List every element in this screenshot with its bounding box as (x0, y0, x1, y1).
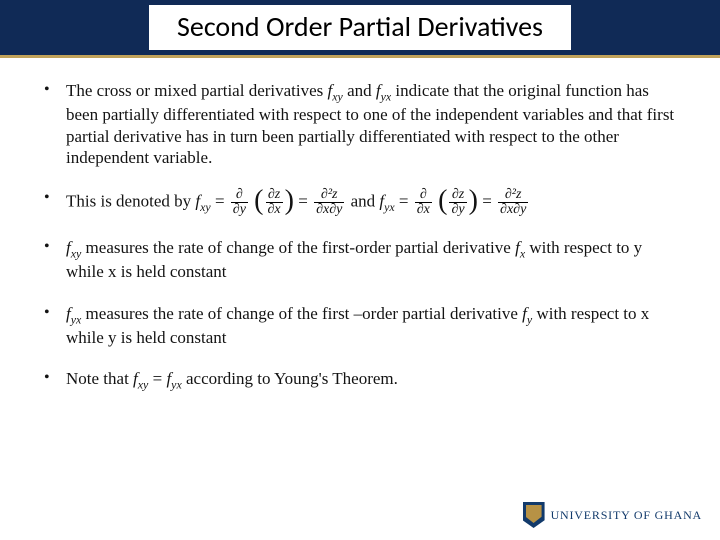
bullet-4: fyx measures the rate of change of the f… (44, 303, 676, 349)
bullet-1: The cross or mixed partial derivatives f… (44, 80, 676, 168)
b3-fxy-sub: xy (71, 246, 82, 260)
bullet-5: Note that fxy = fyx according to Young's… (44, 368, 676, 392)
num3: ∂²z (314, 188, 344, 203)
den4: ∂x (415, 203, 432, 217)
b2-text-mid: and (351, 191, 380, 210)
num2: ∂z (266, 188, 283, 203)
b2-text-a: This is denoted by (66, 191, 195, 210)
fxy-sub: xy (332, 89, 343, 103)
page-title: Second Order Partial Derivatives (149, 5, 571, 50)
b1-text-a: The cross or mixed partial derivatives (66, 81, 328, 100)
lparen2: ( (438, 188, 447, 213)
num4: ∂ (415, 188, 432, 203)
university-name: UNIVERSITY OF GHANA (551, 508, 702, 523)
num5: ∂z (449, 188, 466, 203)
title-band: Second Order Partial Derivatives (0, 0, 720, 58)
footer-logo: UNIVERSITY OF GHANA (523, 502, 702, 528)
rparen2: ) (469, 188, 478, 213)
title-text: Second Order Partial Derivatives (177, 9, 543, 44)
b5-text-b: = (148, 369, 166, 388)
b5-fyx-sub: yx (171, 377, 182, 391)
bullet-3: fxy measures the rate of change of the f… (44, 237, 676, 283)
bullet-2: This is denoted by fxy = ∂∂y (∂z∂x) = ∂²… (44, 188, 676, 217)
shield-icon (523, 502, 545, 528)
frac-d-dy: ∂∂y (229, 188, 250, 217)
eq1: = (215, 191, 225, 210)
frac-d2z-dxdy-a: ∂²z∂x∂y (312, 188, 346, 217)
eq-fyx-sub: yx (384, 200, 395, 214)
b1-text-b: and (343, 81, 376, 100)
den1: ∂y (231, 203, 248, 217)
rparen1: ) (285, 188, 294, 213)
b4-text-a: measures the rate of change of the first… (81, 304, 522, 323)
den5: ∂y (449, 203, 466, 217)
frac-d-dx: ∂∂x (413, 188, 434, 217)
b5-text-a: Note that (66, 369, 133, 388)
fyx-sub: yx (381, 89, 392, 103)
frac-dz-dx: ∂z∂x (264, 188, 285, 217)
num1: ∂ (231, 188, 248, 203)
den6: ∂x∂y (498, 203, 528, 217)
den2: ∂x (266, 203, 283, 217)
num6: ∂²z (498, 188, 528, 203)
eq3: = (399, 191, 409, 210)
b4-fyx-sub: yx (71, 312, 82, 326)
eq4: = (482, 191, 492, 210)
frac-d2z-dxdy-b: ∂²z∂x∂y (496, 188, 530, 217)
den3: ∂x∂y (314, 203, 344, 217)
b3-text-a: measures the rate of change of the first… (81, 238, 515, 257)
bullet-list: The cross or mixed partial derivatives f… (44, 80, 676, 392)
b5-fxy-sub: xy (138, 377, 149, 391)
b5-text-c: according to Young's Theorem. (182, 369, 398, 388)
eq2: = (298, 191, 308, 210)
lparen1: ( (254, 188, 263, 213)
slide-content: The cross or mixed partial derivatives f… (0, 58, 720, 392)
eq-fxy-sub: xy (200, 200, 211, 214)
frac-dz-dy: ∂z∂y (447, 188, 468, 217)
